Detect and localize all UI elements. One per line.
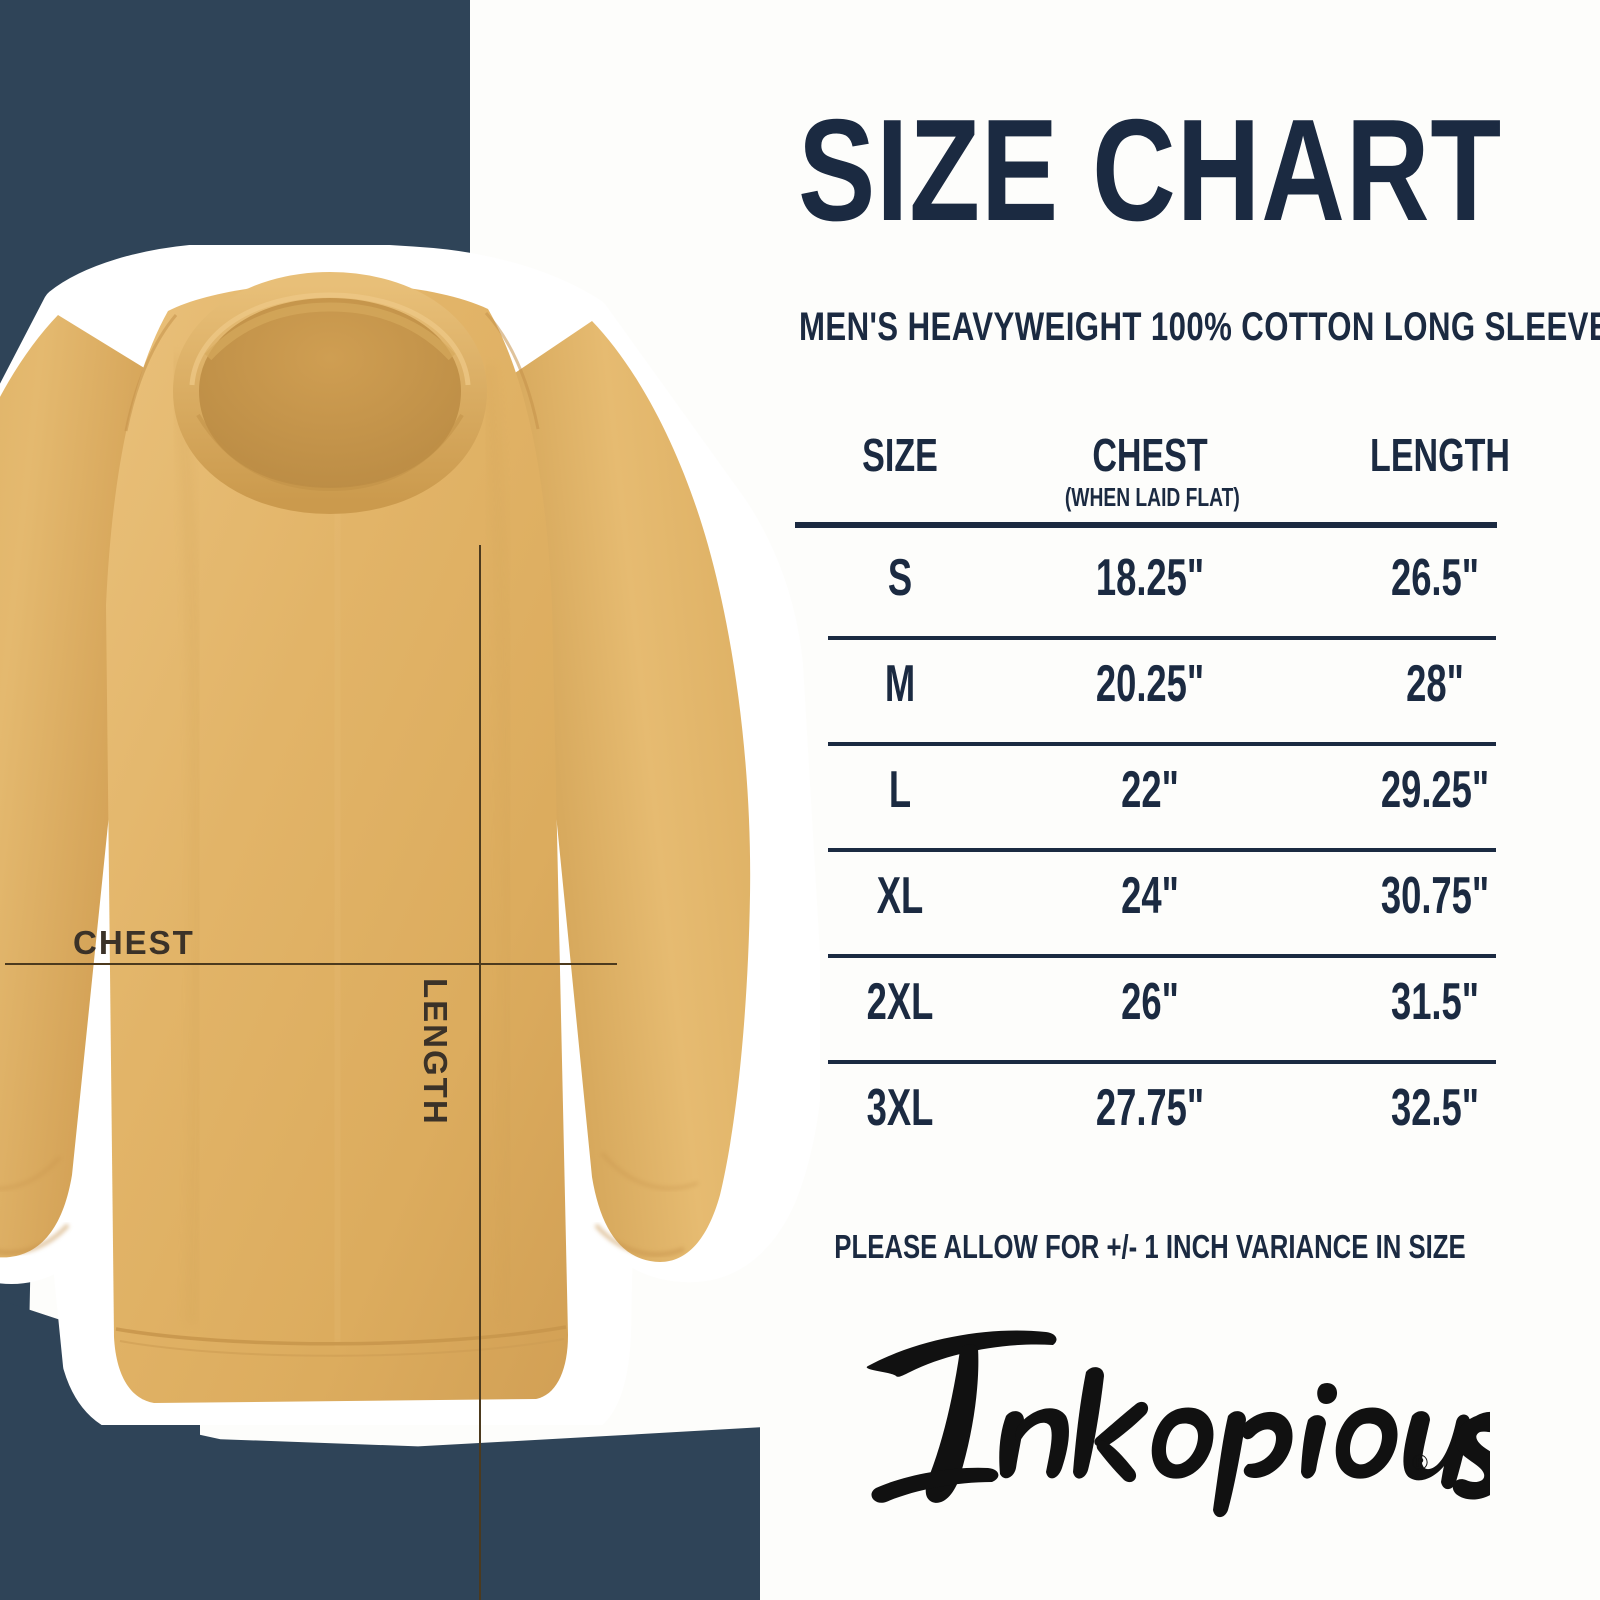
cell-length: 28"	[1406, 655, 1464, 713]
variance-note: PLEASE ALLOW FOR +/- 1 INCH VARIANCE IN …	[834, 1228, 1466, 1265]
cell-size: S	[887, 549, 913, 607]
table-top-rule	[795, 522, 1497, 528]
cell-chest: 26"	[1121, 973, 1179, 1031]
length-measure-label: LENGTH	[417, 978, 454, 1126]
cell-size: L	[888, 761, 912, 819]
chest-measure-line	[5, 963, 617, 965]
table-row: S 18.25" 26.5"	[780, 534, 1580, 640]
row-divider	[828, 1060, 1496, 1064]
table-row: XL 24" 30.75"	[780, 852, 1580, 958]
info-panel: SIZE CHART MEN'S HEAVYWEIGHT 100% COTTON…	[700, 0, 1600, 1600]
row-divider	[828, 636, 1496, 640]
column-header-size: SIZE	[862, 429, 938, 481]
cell-size: 3XL	[866, 1079, 934, 1137]
long-sleeve-tee-illustration	[0, 245, 820, 1425]
page-subtitle: MEN'S HEAVYWEIGHT 100% COTTON LONG SLEEV…	[799, 305, 1600, 349]
product-photo: CHEST LENGTH	[0, 245, 820, 1600]
cell-chest: 27.75"	[1095, 1079, 1205, 1137]
cell-chest: 18.25"	[1095, 549, 1205, 607]
row-divider	[828, 954, 1496, 958]
cell-chest: 22"	[1121, 761, 1179, 819]
cell-chest: 24"	[1121, 867, 1179, 925]
cell-length: 30.75"	[1380, 867, 1490, 925]
table-row: 2XL 26" 31.5"	[780, 958, 1580, 1064]
chest-measure-label: CHEST	[73, 924, 195, 961]
row-divider	[828, 848, 1496, 852]
length-measure-line	[479, 545, 481, 1600]
column-header-chest: CHEST	[1092, 429, 1208, 481]
navy-block-top-left	[0, 0, 470, 290]
cell-length: 32.5"	[1390, 1079, 1480, 1137]
cell-length: 29.25"	[1380, 761, 1490, 819]
registered-trademark-mark: ®	[1411, 1450, 1428, 1475]
row-divider	[828, 742, 1496, 746]
inkopious-wordmark	[866, 1330, 1555, 1518]
shirt-body	[106, 282, 568, 1403]
size-table: SIZE CHEST LENGTH (WHEN LAID FLAT) S 18.2…	[780, 410, 1580, 1137]
table-body: S 18.25" 26.5" M 20.25" 28" L 22" 29.25" XL 24" 30.…	[780, 534, 1580, 1170]
cell-size: XL	[876, 867, 924, 925]
cell-length: 26.5"	[1390, 549, 1480, 607]
crew-collar	[172, 271, 488, 515]
brand-logo: ®	[810, 1320, 1555, 1520]
table-row: 3XL 27.75" 32.5"	[780, 1064, 1580, 1170]
column-header-chest-note: (WHEN LAID FLAT)	[1064, 482, 1240, 512]
right-sleeve	[494, 321, 751, 1262]
cell-size: M	[884, 655, 916, 713]
cell-size: 2XL	[866, 973, 934, 1031]
page-title: SIZE CHART	[798, 89, 1502, 251]
cell-chest: 20.25"	[1095, 655, 1205, 713]
table-row: L 22" 29.25"	[780, 746, 1580, 852]
cell-length: 31.5"	[1390, 973, 1480, 1031]
shoulder-seams	[124, 311, 540, 432]
table-header-row: SIZE CHEST LENGTH (WHEN LAID FLAT)	[780, 410, 1580, 518]
table-row: M 20.25" 28"	[780, 640, 1580, 746]
column-header-length: LENGTH	[1370, 429, 1510, 481]
